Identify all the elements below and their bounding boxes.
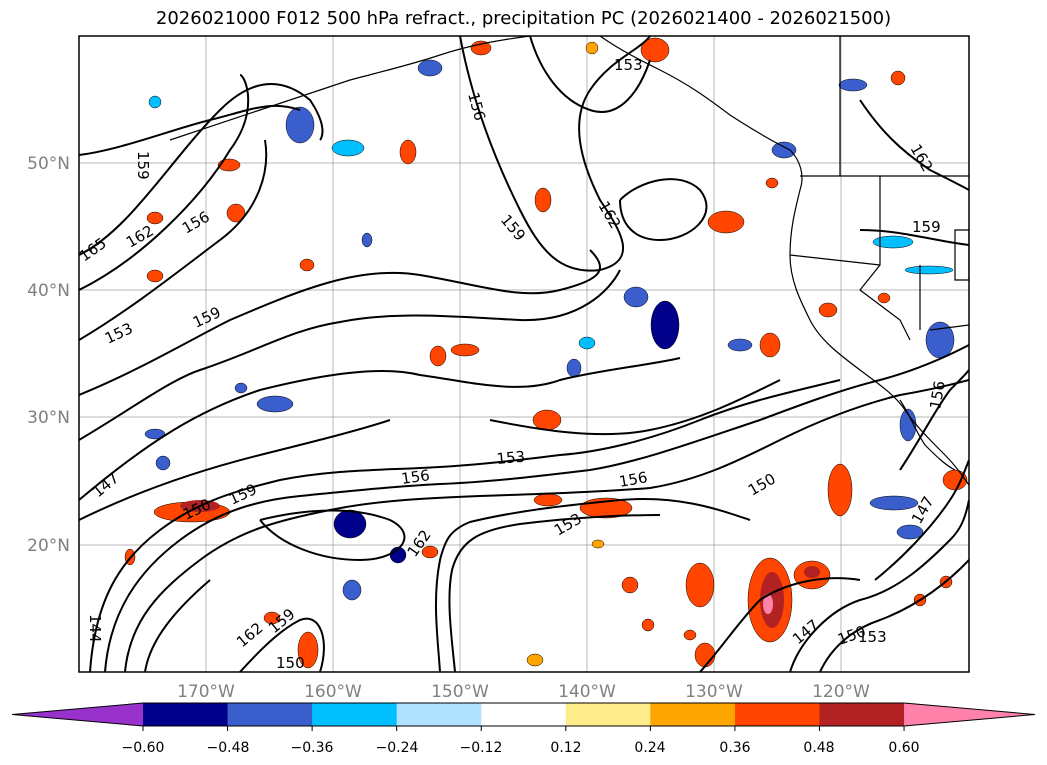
lon-label: 170°W [177, 682, 235, 702]
contour-label: 150 [276, 654, 305, 672]
contour-label: 153 [496, 448, 526, 468]
colorbar-tick-label: 0.36 [719, 740, 750, 756]
contour-label: 153 [858, 628, 887, 646]
colorbar-segment [312, 703, 398, 726]
colorbar-extend-low [12, 703, 143, 726]
lat-label: 40°N [27, 281, 70, 301]
colorbar-tick-label: −0.48 [207, 740, 250, 756]
colorbar-segment [481, 703, 567, 726]
precip-patches [124, 37, 968, 669]
colorbar-segment [396, 703, 482, 726]
lon-labels: 170°W 160°W 150°W 140°W 130°W 120°W [177, 682, 870, 702]
contour-label: 153 [614, 56, 643, 74]
lon-label: 140°W [558, 682, 616, 702]
colorbar-segment [734, 703, 820, 726]
colorbar-tick-label: 0.48 [803, 740, 834, 756]
map-background [79, 36, 969, 672]
colorbar: −0.60 −0.48 −0.36 −0.24 −0.12 0.12 0.24 … [11, 702, 1036, 756]
colorbar-tick-label: −0.60 [122, 740, 165, 756]
colorbar-extend-high [904, 703, 1035, 726]
map-title: 2026021000 F012 500 hPa refract., precip… [155, 8, 892, 29]
colorbar-segment [819, 703, 905, 726]
colorbar-tick-label: −0.36 [291, 740, 334, 756]
lat-label: 50°N [27, 154, 70, 174]
colorbar-tick-label: 0.60 [888, 740, 919, 756]
map-content [79, 36, 969, 672]
lat-label: 20°N [27, 536, 70, 556]
colorbar-segment [650, 703, 736, 726]
colorbar-tick-label: −0.12 [460, 740, 503, 756]
contour-lines [79, 36, 969, 672]
lon-label: 130°W [685, 682, 743, 702]
contour-label: 159 [912, 218, 941, 236]
lon-label: 120°W [812, 682, 870, 702]
lon-label: 150°W [431, 682, 489, 702]
contour-label: 156 [618, 468, 649, 491]
lat-label: 30°N [27, 408, 70, 428]
contour-label: 159 [134, 151, 152, 180]
map-frame [78, 35, 970, 673]
contour-label: 156 [926, 379, 949, 410]
lat-labels: 50°N 40°N 30°N 20°N [27, 154, 70, 556]
colorbar-segment [227, 703, 313, 726]
lon-label: 160°W [304, 682, 362, 702]
colorbar-tick-label: 0.12 [550, 740, 581, 756]
contour-label: 144 [86, 614, 104, 643]
colorbar-ticks: −0.60 −0.48 −0.36 −0.24 −0.12 0.12 0.24 … [122, 740, 920, 756]
colorbar-tick-label: 0.24 [634, 740, 665, 756]
contour-label: 156 [400, 466, 431, 488]
colorbar-segment [143, 703, 229, 726]
gridlines [79, 36, 969, 672]
colorbar-segment [565, 703, 651, 726]
colorbar-segments [11, 702, 1036, 731]
colorbar-tick-label: −0.24 [376, 740, 419, 756]
coastlines [169, 36, 969, 486]
